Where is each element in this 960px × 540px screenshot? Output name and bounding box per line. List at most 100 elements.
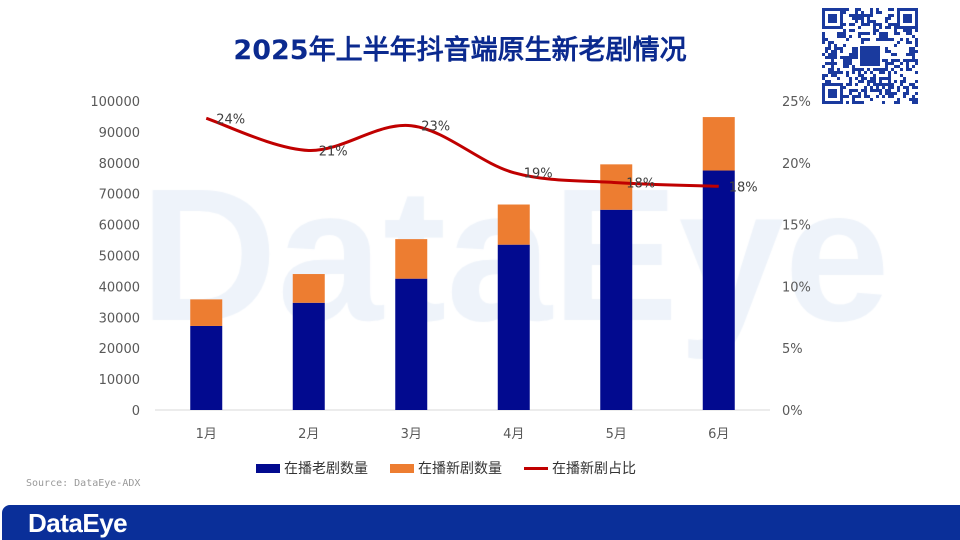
qr-module bbox=[846, 65, 849, 68]
qr-module bbox=[876, 8, 879, 11]
qr-module bbox=[843, 35, 846, 38]
qr-module bbox=[837, 32, 840, 35]
qr-module bbox=[852, 71, 855, 74]
qr-module bbox=[855, 50, 858, 53]
qr-module bbox=[861, 101, 864, 104]
qr-module bbox=[873, 68, 876, 71]
qr-module bbox=[858, 32, 861, 35]
qr-module bbox=[864, 77, 867, 80]
qr-module bbox=[885, 50, 888, 53]
qr-module bbox=[858, 101, 861, 104]
qr-module bbox=[915, 101, 918, 104]
qr-module bbox=[873, 83, 876, 86]
qr-module bbox=[891, 68, 894, 71]
qr-module bbox=[834, 71, 837, 74]
qr-module bbox=[840, 56, 843, 59]
qr-module bbox=[852, 23, 855, 26]
qr-module bbox=[855, 77, 858, 80]
qr-module bbox=[855, 101, 858, 104]
qr-module bbox=[888, 77, 891, 80]
qr-module bbox=[861, 41, 864, 44]
qr-module bbox=[912, 98, 915, 101]
y-tick-label: 10000 bbox=[99, 373, 140, 388]
qr-module bbox=[894, 80, 897, 83]
qr-module bbox=[843, 86, 846, 89]
qr-module bbox=[852, 50, 855, 53]
qr-module bbox=[882, 71, 885, 74]
bar-old bbox=[497, 244, 530, 410]
qr-module bbox=[855, 8, 858, 11]
qr-module bbox=[873, 20, 876, 23]
bar-new bbox=[702, 117, 735, 171]
qr-module bbox=[861, 20, 864, 23]
qr-module bbox=[864, 23, 867, 26]
bar-old bbox=[395, 278, 428, 410]
legend: 在播老剧数量 在播新剧数量 在播新剧占比 bbox=[256, 458, 636, 478]
qr-module bbox=[867, 38, 870, 41]
legend-ratio: 在播新剧占比 bbox=[524, 458, 636, 478]
qr-module bbox=[882, 35, 885, 38]
qr-module bbox=[906, 38, 909, 41]
qr-module bbox=[909, 32, 912, 35]
qr-module bbox=[906, 86, 909, 89]
qr-module bbox=[825, 80, 828, 83]
y2-tick-label: 25% bbox=[782, 95, 811, 110]
qr-module bbox=[855, 11, 858, 14]
qr-module bbox=[885, 38, 888, 41]
qr-module bbox=[843, 59, 846, 62]
x-tick-label: 5月 bbox=[606, 427, 627, 442]
qr-module bbox=[879, 92, 882, 95]
qr-module bbox=[897, 101, 900, 104]
qr-module bbox=[858, 68, 861, 71]
legend-old: 在播老剧数量 bbox=[256, 458, 368, 478]
qr-module bbox=[876, 11, 879, 14]
qr-module bbox=[828, 89, 837, 98]
y2-tick-label: 5% bbox=[782, 342, 803, 357]
qr-module bbox=[915, 86, 918, 89]
qr-module bbox=[903, 86, 906, 89]
qr-module bbox=[864, 38, 867, 41]
legend-label: 在播老剧数量 bbox=[284, 461, 368, 477]
qr-module bbox=[840, 50, 843, 53]
qr-module bbox=[894, 101, 897, 104]
qr-module bbox=[855, 47, 858, 50]
qr-module bbox=[891, 83, 894, 86]
qr-module bbox=[828, 53, 831, 56]
qr-module bbox=[912, 50, 915, 53]
qr-module bbox=[846, 59, 849, 62]
qr-module bbox=[885, 59, 888, 62]
qr-module bbox=[849, 53, 852, 56]
qr-module bbox=[849, 89, 852, 92]
qr-module bbox=[837, 71, 840, 74]
qr-module bbox=[861, 77, 864, 80]
qr-module bbox=[879, 38, 882, 41]
qr-module bbox=[885, 89, 888, 92]
qr-module bbox=[858, 71, 861, 74]
qr-module bbox=[906, 89, 909, 92]
qr-module bbox=[915, 44, 918, 47]
qr-module bbox=[849, 14, 852, 17]
qr-module bbox=[897, 65, 900, 68]
qr-module bbox=[897, 86, 900, 89]
ratio-data-label: 23% bbox=[421, 120, 450, 135]
y2-tick-label: 10% bbox=[782, 280, 811, 295]
qr-module bbox=[876, 86, 879, 89]
qr-module bbox=[849, 83, 852, 86]
qr-module bbox=[876, 68, 879, 71]
y2-tick-label: 20% bbox=[782, 157, 811, 172]
qr-module bbox=[831, 41, 834, 44]
qr-module bbox=[903, 77, 906, 80]
qr-module bbox=[843, 56, 846, 59]
ratio-data-label: 21% bbox=[319, 144, 348, 159]
qr-module bbox=[822, 65, 825, 68]
qr-module bbox=[894, 23, 897, 26]
qr-module bbox=[873, 89, 876, 92]
qr-module bbox=[882, 59, 885, 62]
qr-module bbox=[855, 95, 858, 98]
qr-module bbox=[858, 35, 861, 38]
qr-module bbox=[885, 77, 888, 80]
qr-module bbox=[879, 71, 882, 74]
qr-module bbox=[909, 29, 912, 32]
qr-module bbox=[852, 17, 855, 20]
qr-module bbox=[864, 14, 867, 17]
